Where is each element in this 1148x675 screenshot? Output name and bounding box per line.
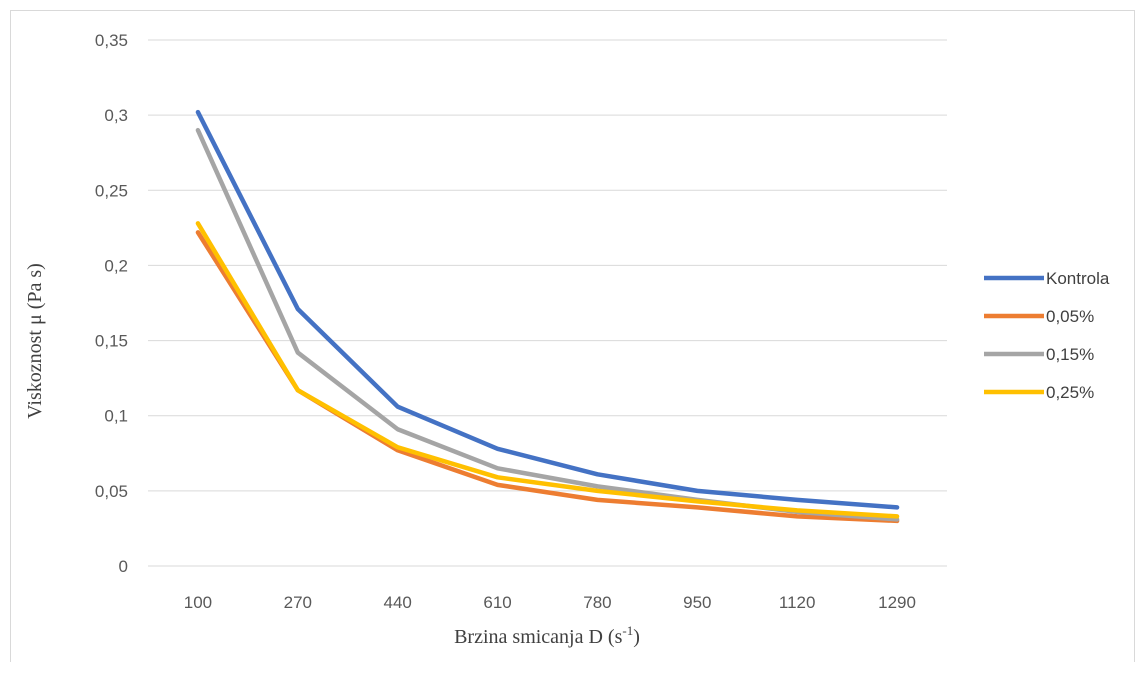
- x-tick-label: 950: [683, 593, 711, 612]
- series-line-3: [195, 221, 900, 519]
- y-tick-label: 0,2: [104, 256, 128, 275]
- y-tick-label: 0,05: [95, 482, 128, 501]
- y-tick-label: 0,35: [95, 31, 128, 50]
- x-tick-label: 1290: [878, 593, 916, 612]
- chart-frame: [10, 10, 1135, 662]
- legend-label-0: Kontrola: [1046, 269, 1110, 288]
- legend-label-2: 0,15%: [1046, 345, 1094, 364]
- legend: Kontrola 0,05% 0,15% 0,25%: [984, 269, 1110, 402]
- x-tick-label: 440: [384, 593, 412, 612]
- y-axis-title: Viskoznost μ (Pa s): [24, 263, 46, 419]
- series-lines: [195, 109, 900, 524]
- series-line-0: [195, 109, 900, 510]
- x-tick-labels: 100 270 440 610 780 950 1120 1290: [184, 593, 916, 612]
- y-tick-label: 0,1: [104, 407, 128, 426]
- x-tick-label: 780: [583, 593, 611, 612]
- x-axis-title-main: Brzina smicanja D (s: [454, 626, 622, 648]
- y-tick-label: 0,3: [104, 106, 128, 125]
- x-axis-title: Brzina smicanja D (s-1): [454, 623, 640, 648]
- x-axis-title-close: ): [633, 626, 640, 648]
- legend-label-3: 0,25%: [1046, 383, 1094, 402]
- gridlines: [148, 39, 947, 567]
- y-tick-labels: 0 0,05 0,1 0,15 0,2 0,25 0,3 0,35: [95, 31, 128, 576]
- x-tick-label: 610: [483, 593, 511, 612]
- x-tick-label: 100: [184, 593, 212, 612]
- x-tick-label: 1120: [779, 593, 816, 612]
- x-axis-title-superscript: -1: [622, 623, 633, 638]
- legend-label-1: 0,05%: [1046, 307, 1094, 326]
- y-tick-label: 0,25: [95, 181, 128, 200]
- y-tick-label: 0,15: [95, 332, 128, 351]
- y-tick-label: 0: [119, 557, 128, 576]
- x-tick-label: 270: [284, 593, 312, 612]
